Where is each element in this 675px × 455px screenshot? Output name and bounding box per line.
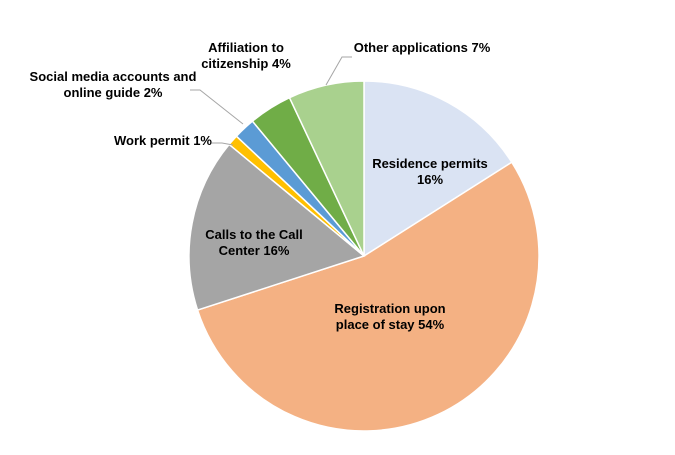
leader-line	[325, 56, 352, 86]
pie-slice	[196, 161, 540, 432]
category-name: Social media accounts and online guide	[29, 69, 197, 100]
value-label: 1%	[193, 133, 212, 148]
category-name: Other applications	[353, 40, 468, 55]
leader-line	[212, 142, 234, 146]
value-label: 7%	[471, 40, 491, 55]
category-name: Calls to the Call Center	[205, 227, 303, 258]
leader-line	[190, 89, 244, 125]
slice-label: Affiliation to citizenship 4%	[194, 40, 298, 72]
value-label: 16%	[416, 172, 444, 187]
slice-label: Calls to the Call Center 16%	[192, 227, 316, 259]
slice-label: Work permit 1%	[60, 133, 212, 149]
pie-slice	[188, 143, 366, 312]
value-label: 2%	[143, 85, 163, 100]
pie-slice	[288, 80, 365, 257]
slice-label: Other applications 7%	[352, 40, 492, 56]
value-label: 54%	[418, 317, 445, 332]
slice-label: Social media accounts and online guide 2…	[28, 69, 198, 101]
value-label: 4%	[272, 56, 291, 71]
value-label: 16%	[263, 243, 290, 258]
category-name: Residence permits	[372, 156, 488, 171]
category-name: Affiliation to citizenship	[201, 40, 284, 71]
category-name: Work permit	[113, 133, 190, 148]
slice-label: Residence permits 16%	[360, 156, 500, 188]
pie-slice	[363, 80, 513, 258]
slice-label: Registration upon place of stay 54%	[320, 301, 460, 333]
category-name: Registration upon place of stay	[334, 301, 446, 332]
